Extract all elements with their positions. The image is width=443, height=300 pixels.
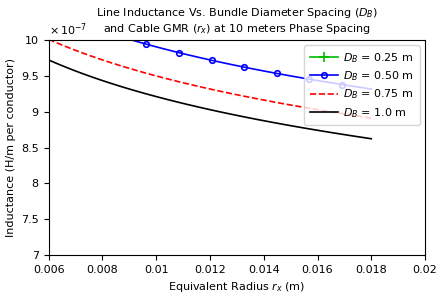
- Line: $D_B$ = 0.50 m: $D_B$ = 0.50 m: [46, 8, 374, 92]
- Line: $D_B$ = 0.75 m: $D_B$ = 0.75 m: [49, 39, 371, 118]
- $D_B$ = 1.0 m: [121, 85, 126, 89]
- $D_B$ = 0.75 m: [108, 61, 113, 64]
- $D_B$ = 1.0 m: [238, 114, 244, 118]
- Y-axis label: Inductance (H/m per conductor): Inductance (H/m per conductor): [6, 58, 16, 237]
- Line: $D_B$ = 0.25 m: $D_B$ = 0.25 m: [44, 0, 376, 44]
- $D_B$ = 0.75 m: [369, 116, 374, 120]
- $D_B$ = 0.75 m: [238, 94, 244, 98]
- $D_B$ = 0.50 m: [121, 36, 126, 39]
- $D_B$ = 1.0 m: [108, 81, 113, 85]
- $D_B$ = 1.0 m: [342, 133, 348, 136]
- $D_B$ = 0.75 m: [342, 112, 348, 116]
- $D_B$ = 0.75 m: [121, 65, 126, 68]
- Title: Line Inductance Vs. Bundle Diameter Spacing ($D_B$)
and Cable GMR ($r_x$) at 10 : Line Inductance Vs. Bundle Diameter Spac…: [96, 6, 378, 36]
- $D_B$ = 0.50 m: [369, 87, 374, 91]
- $D_B$ = 0.75 m: [46, 38, 51, 41]
- $D_B$ = 1.0 m: [369, 137, 374, 140]
- Line: $D_B$ = 1.0 m: $D_B$ = 1.0 m: [49, 60, 371, 139]
- $D_B$ = 0.50 m: [352, 85, 358, 88]
- $D_B$ = 1.0 m: [212, 109, 218, 112]
- $D_B$ = 0.50 m: [108, 32, 113, 35]
- $D_B$ = 0.25 m: [342, 34, 348, 37]
- $D_B$ = 1.0 m: [352, 134, 358, 138]
- $D_B$ = 0.50 m: [46, 8, 51, 12]
- $D_B$ = 0.25 m: [352, 35, 358, 39]
- $D_B$ = 1.0 m: [46, 58, 51, 62]
- $D_B$ = 0.25 m: [238, 15, 244, 19]
- $D_B$ = 0.50 m: [342, 83, 348, 87]
- $D_B$ = 0.25 m: [212, 9, 218, 13]
- Legend: $D_B$ = 0.25 m, $D_B$ = 0.50 m, $D_B$ = 0.75 m, $D_B$ = 1.0 m: $D_B$ = 0.25 m, $D_B$ = 0.50 m, $D_B$ = …: [304, 45, 420, 125]
- $D_B$ = 0.75 m: [212, 88, 218, 92]
- X-axis label: Equivalent Radius $r_x$ (m): Equivalent Radius $r_x$ (m): [168, 280, 305, 294]
- $D_B$ = 0.75 m: [352, 114, 358, 117]
- Text: $\times\,10^{-7}$: $\times\,10^{-7}$: [49, 21, 87, 38]
- $D_B$ = 0.50 m: [212, 59, 218, 63]
- $D_B$ = 0.50 m: [238, 65, 244, 68]
- $D_B$ = 0.25 m: [369, 38, 374, 41]
